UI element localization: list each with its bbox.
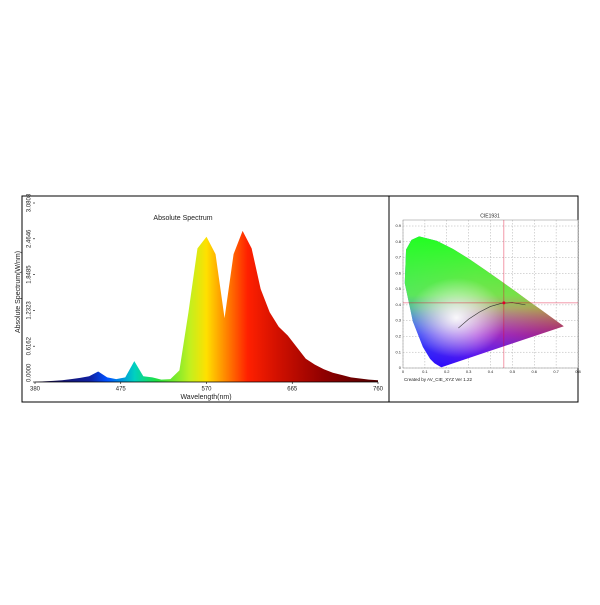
x-tick-label: 665 [287,387,298,393]
y-tick-label: 0.7 [395,255,401,260]
y-tick-label: 3.0808 [27,193,33,212]
spectrum-area [35,230,378,382]
y-tick-label: 0.1 [395,349,401,354]
x-tick-label: 380 [30,387,41,393]
x-tick-label: 0.5 [510,369,516,374]
planckian-locus [458,302,526,329]
x-tick-label: 0.8 [575,369,581,374]
y-tick-label: 0.4 [395,302,401,307]
y-tick-label: 0.2 [395,334,401,339]
x-tick-label: 0.4 [488,369,494,374]
y-tick-label: 1.2323 [27,301,33,320]
x-tick-label: 0.7 [553,369,559,374]
y-tick-label: 0.0000 [27,363,33,382]
x-tick-label: 0.2 [444,369,450,374]
y-axis-label: Absolute Spectrum(W/nm) [15,251,22,333]
y-tick-label: 0.6162 [27,336,33,355]
annotation: Created by AV_CIE_XYZ Ver 1.22 [404,377,472,382]
x-axis-label: Wavelength(nm) [180,394,231,401]
point [502,301,506,305]
x-tick-label: 570 [201,387,212,393]
y-tick-label: 0 [399,365,402,370]
y-tick-label: 0.3 [395,318,401,323]
x-tick-label: 760 [373,387,384,393]
chart-title: CIE1931 [480,213,500,219]
x-tick-label: 475 [116,387,127,393]
x-tick-label: 0 [402,369,405,374]
y-tick-label: 0.6 [395,270,401,275]
x-tick-label: 0.1 [422,369,428,374]
y-tick-label: 2.4646 [27,229,33,248]
y-tick-label: 1.8485 [27,265,33,284]
y-tick-label: 0.5 [395,286,401,291]
x-tick-label: 0.3 [466,369,472,374]
chart-title: Absolute Spectrum [153,215,212,222]
x-tick-label: 0.6 [531,369,537,374]
y-tick-label: 0.9 [395,223,401,228]
y-tick-label: 0.8 [395,239,401,244]
